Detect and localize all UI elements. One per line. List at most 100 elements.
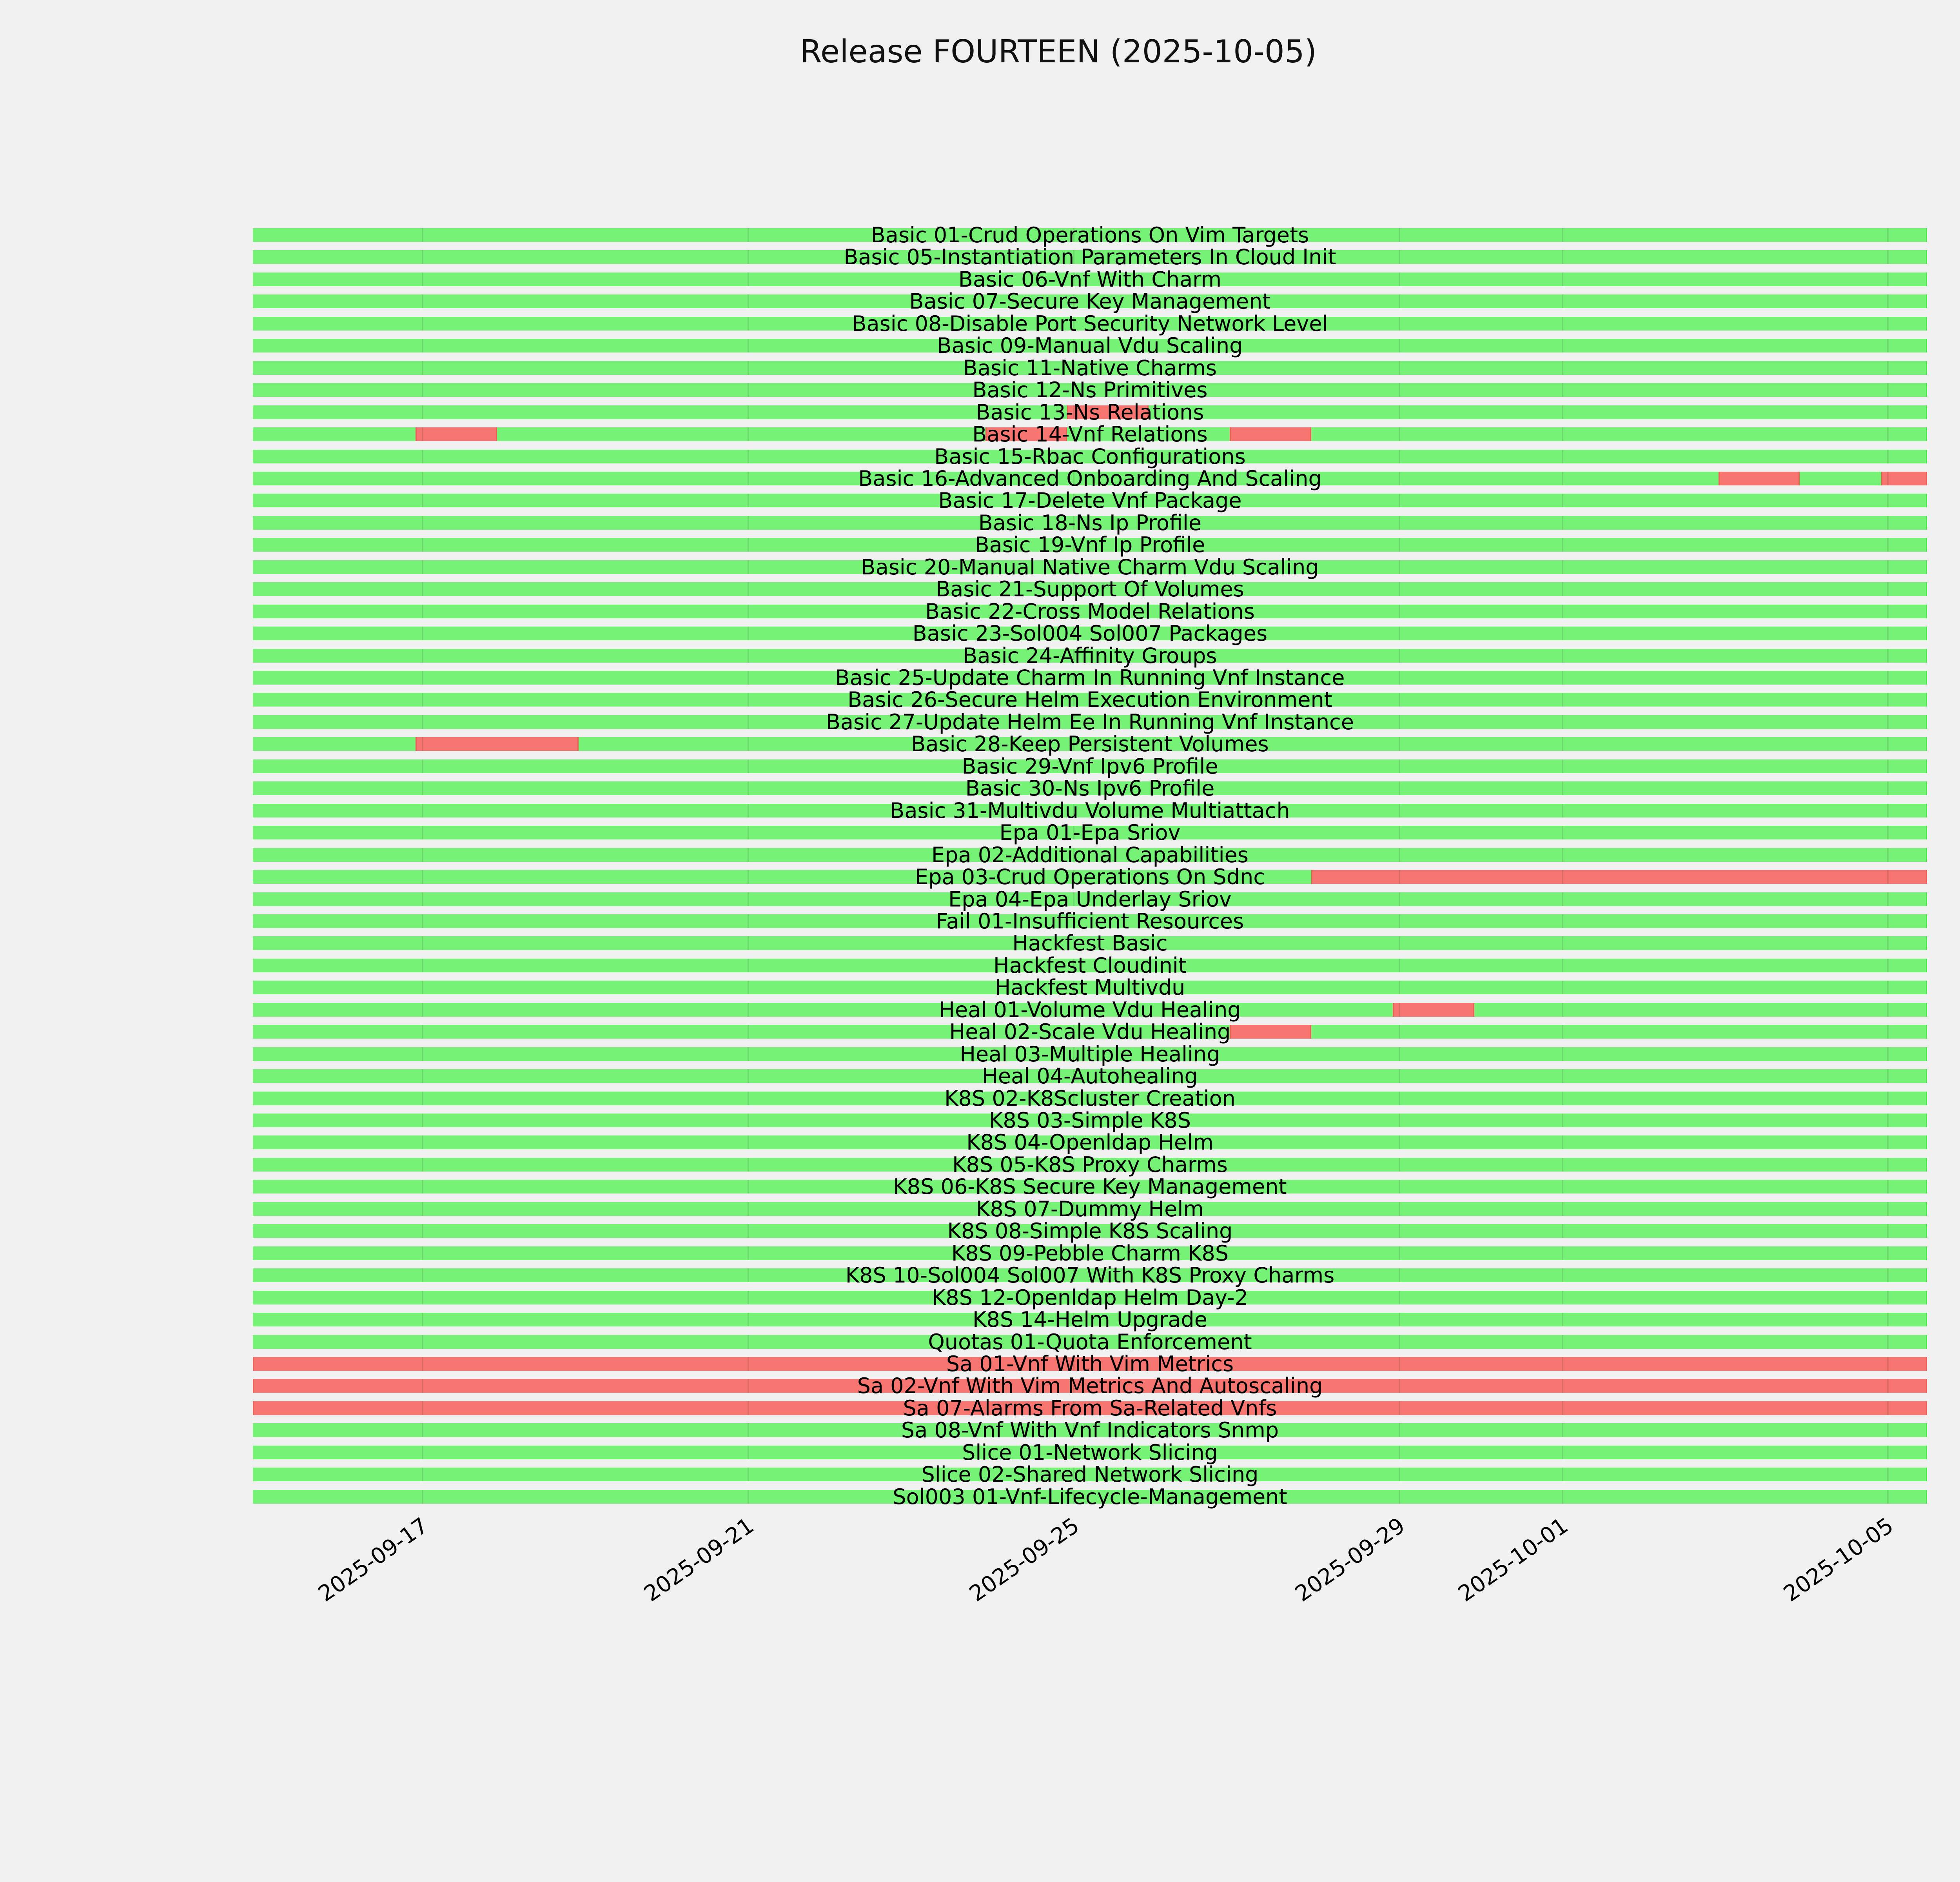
grid-line	[1887, 1047, 1889, 1061]
grid-line	[421, 693, 423, 707]
grid-line	[1561, 1202, 1563, 1216]
test-label: Heal 01-Volume Vdu Healing	[939, 997, 1241, 1022]
grid-line	[747, 1490, 749, 1504]
grid-line	[1399, 1114, 1401, 1127]
test-bar-pass	[253, 516, 1927, 530]
grid-line	[421, 1158, 423, 1172]
fail-segment	[1067, 405, 1149, 419]
grid-line	[421, 450, 423, 463]
grid-line	[747, 1025, 749, 1039]
grid-line	[747, 1114, 749, 1127]
grid-line	[1399, 804, 1401, 817]
grid-line	[1887, 1379, 1889, 1393]
test-label: Sa 07-Alarms From Sa-Related Vnfs	[903, 1396, 1277, 1421]
grid-line	[1887, 228, 1889, 242]
test-bar-pass	[253, 560, 1927, 574]
grid-line	[421, 472, 423, 485]
grid-line	[1561, 671, 1563, 685]
grid-line	[747, 1401, 749, 1415]
grid-line	[1887, 1446, 1889, 1459]
grid-line	[1073, 1003, 1075, 1017]
test-label: Basic 31-Multivdu Volume Multiattach	[890, 798, 1290, 823]
grid-line	[1073, 1135, 1075, 1149]
test-label: Basic 24-Affinity Groups	[963, 643, 1217, 668]
grid-line	[1561, 228, 1563, 242]
gantt-row: K8S 09-Pebble Charm K8S	[253, 1241, 1927, 1266]
grid-line	[1561, 516, 1563, 530]
test-label: Basic 26-Secure Helm Execution Environme…	[848, 687, 1332, 712]
grid-line	[1561, 405, 1563, 419]
gantt-row: Sa 08-Vnf With Vnf Indicators Snmp	[253, 1418, 1927, 1442]
gantt-row: K8S 10-Sol004 Sol007 With K8S Proxy Char…	[253, 1263, 1927, 1288]
gantt-row: K8S 02-K8Scluster Creation	[253, 1086, 1927, 1111]
grid-line	[1561, 1114, 1563, 1127]
grid-line	[1399, 959, 1401, 972]
test-label: Basic 30-Ns Ipv6 Profile	[965, 776, 1215, 801]
grid-line	[747, 1246, 749, 1260]
gantt-row: Epa 02-Additional Capabilities	[253, 843, 1927, 867]
grid-line	[1073, 272, 1075, 286]
grid-line	[421, 759, 423, 773]
gantt-row: Basic 06-Vnf With Charm	[253, 267, 1927, 292]
grid-line	[421, 1401, 423, 1415]
grid-line	[747, 228, 749, 242]
grid-line	[1073, 693, 1075, 707]
grid-line	[1399, 892, 1401, 906]
gantt-row: Basic 25-Update Charm In Running Vnf Ins…	[253, 665, 1927, 690]
grid-line	[1561, 1268, 1563, 1282]
test-bar-pass	[253, 649, 1927, 663]
grid-line	[421, 250, 423, 264]
gantt-row: K8S 08-Simple K8S Scaling	[253, 1219, 1927, 1243]
grid-line	[421, 715, 423, 729]
test-bar-pass	[253, 250, 1927, 264]
grid-line	[747, 1158, 749, 1172]
test-label: Basic 17-Delete Vnf Package	[938, 488, 1242, 513]
grid-line	[1073, 605, 1075, 618]
grid-line	[1561, 1291, 1563, 1304]
grid-line	[1399, 1423, 1401, 1437]
grid-line	[1561, 715, 1563, 729]
grid-line	[421, 671, 423, 685]
grid-line	[747, 804, 749, 817]
grid-line	[1073, 250, 1075, 264]
grid-line	[1399, 1357, 1401, 1371]
grid-line	[1399, 1092, 1401, 1105]
test-label: Sa 01-Vnf With Vim Metrics	[946, 1352, 1234, 1376]
grid-line	[1887, 516, 1889, 530]
grid-line	[1399, 715, 1401, 729]
test-bar-pass	[253, 759, 1927, 773]
grid-line	[1887, 1069, 1889, 1083]
test-bar-pass	[253, 671, 1927, 685]
grid-line	[1073, 981, 1075, 994]
grid-line	[1561, 383, 1563, 397]
grid-line	[1073, 294, 1075, 308]
grid-line	[1561, 1401, 1563, 1415]
test-label: Basic 18-Ns Ip Profile	[978, 510, 1202, 535]
test-bar-pass	[253, 1135, 1927, 1149]
grid-line	[421, 737, 423, 751]
grid-line	[1561, 826, 1563, 839]
grid-line	[1887, 1092, 1889, 1105]
test-label: Basic 27-Update Helm Ee In Running Vnf I…	[826, 710, 1354, 734]
grid-line	[421, 272, 423, 286]
grid-line	[421, 1135, 423, 1149]
grid-line	[1073, 450, 1075, 463]
gantt-row: Heal 04-Autohealing	[253, 1064, 1927, 1088]
grid-line	[1887, 671, 1889, 685]
test-bar-pass	[253, 383, 1927, 397]
grid-line	[421, 1423, 423, 1437]
grid-line	[421, 383, 423, 397]
grid-line	[1561, 693, 1563, 707]
grid-line	[1399, 1246, 1401, 1260]
grid-line	[421, 1047, 423, 1061]
grid-line	[1399, 339, 1401, 352]
test-label: Basic 07-Secure Key Management	[909, 289, 1271, 314]
grid-line	[747, 1357, 749, 1371]
grid-line	[747, 1423, 749, 1437]
grid-line	[1561, 1468, 1563, 1481]
grid-line	[1561, 582, 1563, 596]
grid-line	[421, 870, 423, 884]
grid-line	[1399, 848, 1401, 862]
grid-line	[1399, 1490, 1401, 1504]
test-label: Hackfest Basic	[1012, 931, 1168, 956]
